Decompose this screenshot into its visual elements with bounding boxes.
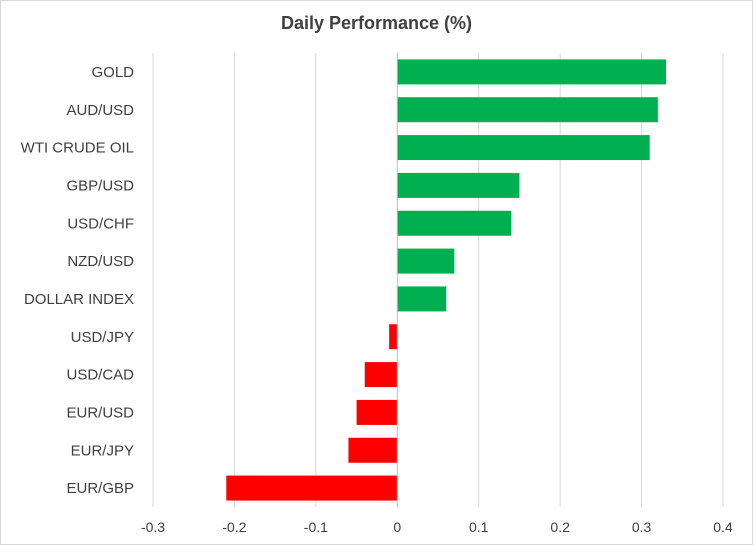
x-tick-label: -0.3 — [141, 519, 165, 535]
bar — [364, 362, 398, 388]
chart-title: Daily Performance (%) — [280, 13, 473, 33]
x-tick-label: 0 — [393, 519, 401, 535]
bar — [226, 475, 398, 501]
bar — [397, 210, 512, 236]
bar — [397, 286, 447, 312]
category-label: USD/JPY — [71, 329, 134, 346]
category-label: WTI CRUDE OIL — [21, 140, 134, 157]
x-tick-label: 0.2 — [550, 519, 570, 535]
tick-labels: -0.3 -0.2 -0.1 0 0.1 0.2 0.3 0.4 — [141, 519, 733, 535]
category-label: EUR/GBP — [66, 480, 134, 497]
category-label: NZD/USD — [67, 253, 134, 270]
category-label: GBP/USD — [66, 177, 134, 194]
category-label: USD/CAD — [66, 367, 134, 384]
category-labels: GOLD AUD/USD WTI CRUDE OIL GBP/USD USD/CHF NZ… — [21, 64, 135, 497]
x-tick-label: 0.3 — [632, 519, 652, 535]
x-tick-label: -0.1 — [304, 519, 328, 535]
bar — [397, 97, 658, 123]
bar — [348, 437, 398, 463]
bar — [397, 248, 455, 274]
x-tick-label: 0.4 — [713, 519, 733, 535]
bar — [397, 172, 520, 198]
bar — [397, 59, 666, 85]
category-label: GOLD — [91, 64, 134, 81]
category-label: USD/CHF — [67, 215, 134, 232]
bars — [226, 59, 666, 501]
category-label: AUD/USD — [66, 102, 134, 119]
x-tick-label: -0.2 — [222, 519, 246, 535]
category-label: DOLLAR INDEX — [24, 291, 134, 308]
category-label: EUR/USD — [66, 404, 134, 421]
bar — [356, 399, 398, 425]
bar — [397, 135, 650, 161]
x-tick-label: 0.1 — [469, 519, 489, 535]
bar — [389, 324, 398, 350]
category-label: EUR/JPY — [71, 442, 134, 459]
grid-lines — [152, 53, 724, 507]
